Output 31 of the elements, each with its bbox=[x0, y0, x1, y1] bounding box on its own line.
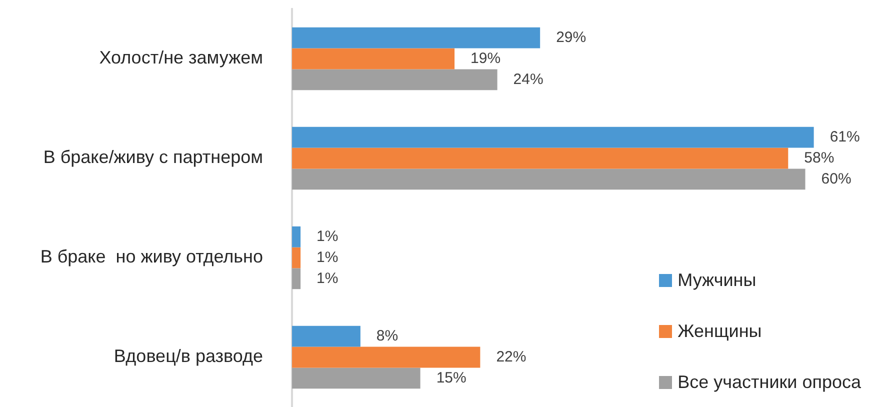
data-label: 29% bbox=[556, 28, 586, 46]
y-tick-label: Вдовец/в разводе bbox=[114, 346, 263, 366]
bar bbox=[292, 69, 498, 90]
data-label: 19% bbox=[470, 50, 501, 67]
data-label: 24% bbox=[513, 70, 544, 88]
bar bbox=[292, 226, 301, 248]
legend-label: Женщины bbox=[678, 320, 762, 342]
data-label: 58% bbox=[804, 149, 834, 166]
data-label: 22% bbox=[496, 348, 526, 366]
bar bbox=[292, 346, 480, 368]
legend-label: Мужчины bbox=[678, 270, 756, 290]
bar bbox=[292, 27, 540, 48]
data-label: 1% bbox=[316, 228, 338, 245]
data-label: 1% bbox=[316, 270, 338, 287]
y-tick-label: Холост/не замужем bbox=[99, 48, 263, 68]
y-tick-label: В браке но живу отдельно bbox=[40, 246, 263, 267]
data-label: 8% bbox=[376, 327, 398, 344]
bar bbox=[292, 126, 814, 148]
bar bbox=[292, 247, 301, 268]
y-tick-label: В браке/живу с партнером bbox=[43, 147, 263, 168]
data-label: 1% bbox=[316, 248, 338, 266]
data-label: 60% bbox=[821, 170, 852, 188]
bar bbox=[292, 168, 806, 190]
bar bbox=[292, 268, 301, 290]
bar bbox=[292, 326, 360, 347]
legend-label: Все участники опроса bbox=[678, 372, 861, 392]
data-label: 61% bbox=[830, 128, 860, 146]
bar bbox=[292, 48, 455, 70]
bar bbox=[292, 148, 788, 169]
data-label: 15% bbox=[436, 369, 466, 386]
bar bbox=[292, 368, 420, 389]
